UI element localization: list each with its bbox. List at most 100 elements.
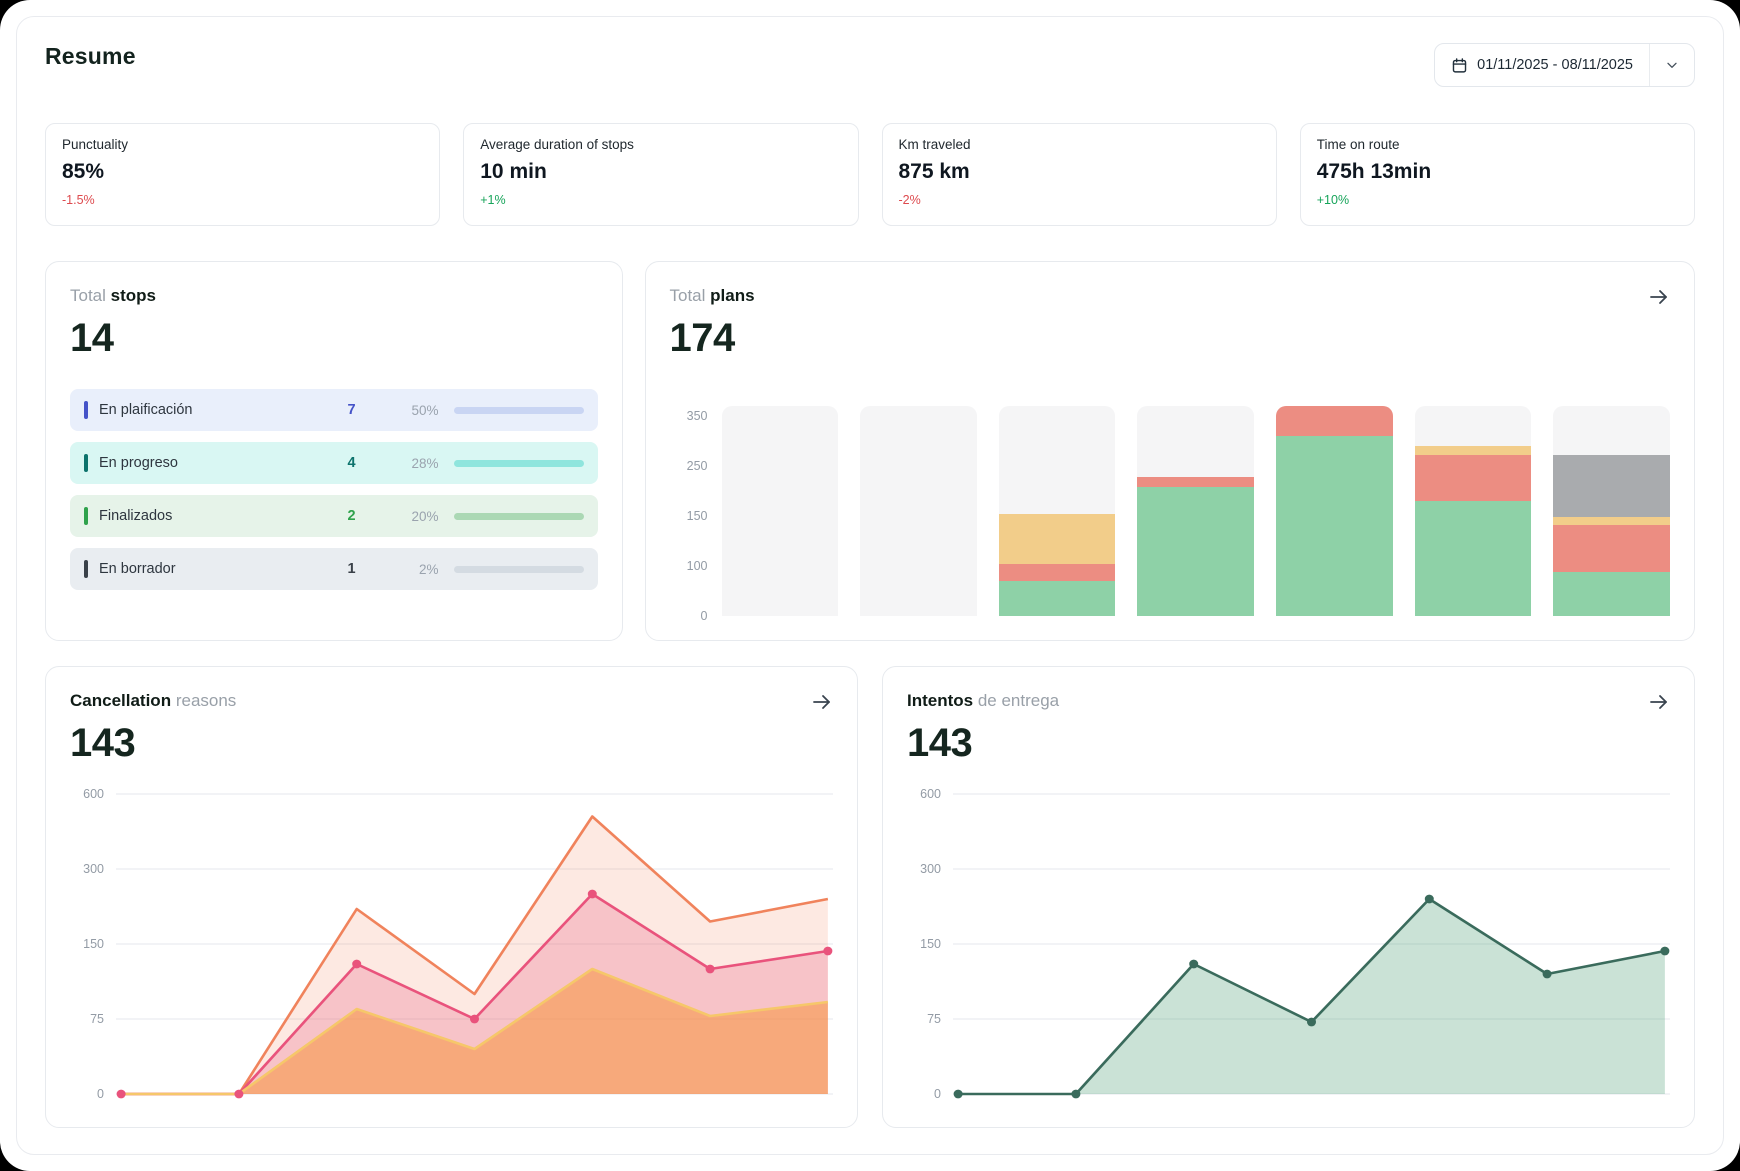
status-label: En plaificación [99,402,193,418]
data-point-intentos [1660,946,1670,956]
total-plans-bar-chart: 350 250 150 100 0 [670,385,1671,623]
cancellation-area-chart: 0 75 150 300 600 [70,784,833,1114]
kpi-delta: -2% [898,193,921,207]
status-percent: 28% [411,455,439,471]
bar-segment-cancelled [1414,455,1532,501]
data-point-intentos [1189,959,1199,969]
kpi-value: 85% [62,160,105,183]
status-percent: 20% [411,508,439,524]
data-point-reason-b [116,1089,126,1099]
bar-segment-cancelled [998,564,1116,581]
status-progress-bar [453,512,584,520]
total-plans-card: Total plans 174 350 250 150 100 0 [644,261,1695,641]
y-tick-label: 350 [686,409,708,423]
status-label: Finalizados [99,508,173,524]
arrow-right-icon [1647,285,1671,309]
y-tick-label: 150 [83,937,104,951]
status-accent-bar [84,454,88,472]
status-label: En borrador [99,561,176,577]
status-label: En progreso [99,455,178,471]
date-range-picker[interactable]: 01/11/2025 - 08/11/2025 [1434,43,1695,87]
cancellation-total: 143 [70,721,136,765]
arrow-right-icon [1647,690,1671,714]
y-tick-label: 600 [920,787,941,801]
kpi-card-km-traveled: Km traveled 875 km -2% [881,123,1277,226]
divider [1649,44,1650,86]
bar-segment-pending [998,513,1116,564]
y-tick-label: 600 [83,787,104,801]
date-picker-expand-button[interactable] [1650,44,1694,86]
status-accent-bar [84,507,88,525]
kpi-delta: +1% [480,193,506,207]
y-tick-label: 150 [920,937,941,951]
main-panel: Resume 01/11/2025 - 08/11/2025 [16,16,1724,1155]
intentos-open-button[interactable] [1646,689,1672,715]
arrow-right-icon [810,690,834,714]
bar-segment-completed [1276,436,1393,616]
date-range-value[interactable]: 01/11/2025 - 08/11/2025 [1435,44,1649,86]
kpi-row: Punctuality 85% -1.5% Average duration of s… [45,123,1695,226]
status-percent: 50% [411,402,439,418]
kpi-label: Km traveled [898,137,971,152]
data-point-reason-b [469,1014,480,1024]
stop-status-row: En borrador 1 2% [70,548,598,590]
intentos-total: 143 [907,721,973,765]
cancellation-y-axis: 0 75 150 300 600 [70,784,116,1114]
kpi-value: 10 min [480,160,547,183]
bar-chart-plot [721,406,1671,616]
kpi-delta: -1.5% [62,193,95,207]
date-range-text: 01/11/2025 - 08/11/2025 [1477,57,1633,73]
total-plans-open-button[interactable] [1646,284,1672,310]
area-fill-reason-c [121,969,828,1094]
data-point-intentos [1071,1089,1081,1099]
bar-segment-pending [1553,517,1670,525]
y-tick-label: 75 [90,1012,104,1026]
bar-column [1414,406,1532,616]
cancellation-title: Cancellation reasons [70,691,237,710]
data-point-intentos [1424,894,1434,904]
bar-segment-completed [1414,501,1532,616]
kpi-card-avg-stop-duration: Average duration of stops 10 min +1% [463,123,859,226]
bar-column [1137,406,1255,616]
kpi-label: Punctuality [62,137,129,152]
data-point-reason-b [234,1089,244,1099]
stop-status-row: En progreso 4 28% [70,442,598,484]
kpi-value: 475h 13min [1316,160,1432,183]
bar-chart-y-axis: 350 250 150 100 0 [670,406,722,623]
y-tick-label: 0 [700,609,708,623]
data-point-reason-b [705,964,715,974]
data-point-reason-b [823,946,833,956]
bar-column [1553,406,1670,616]
bottom-row: Cancellation reasons 143 0 75 150 300 600 [45,666,1695,1128]
total-plans-value: 174 [669,316,736,360]
status-progress-bar [453,459,584,467]
bar-segment-cancelled [1276,406,1393,436]
y-tick-label: 0 [97,1087,104,1101]
data-point-intentos [1542,969,1552,979]
y-tick-label: 300 [920,862,941,876]
bar-segment-cancelled [1553,525,1670,572]
middle-row: Total stops 14 En plaificación 7 50% En pro… [45,261,1695,641]
status-count: 1 [347,561,356,577]
y-tick-label: 0 [934,1087,941,1101]
chevron-down-icon [1664,57,1680,73]
data-point-intentos [1306,1017,1317,1027]
y-tick-label: 150 [686,509,708,523]
total-plans-title: Total plans [669,286,755,305]
total-stops-card: Total stops 14 En plaificación 7 50% En pro… [45,261,623,641]
bar-segment-completed [998,581,1116,616]
data-point-reason-b [352,959,362,969]
cancellation-open-button[interactable] [809,689,835,715]
bar-column [721,406,839,616]
kpi-card-punctuality: Punctuality 85% -1.5% [45,123,441,226]
kpi-label: Time on route [1316,137,1400,152]
kpi-delta: +10% [1316,193,1350,207]
bar-column [998,406,1116,616]
data-point-intentos [953,1089,963,1099]
cancellation-reasons-card: Cancellation reasons 143 0 75 150 300 600 [45,666,858,1128]
intentos-title: Intentos de entrega [907,691,1060,710]
kpi-label: Average duration of stops [480,137,634,152]
bar-segment-draft [1553,454,1670,517]
total-stops-title: Total stops [70,286,156,305]
